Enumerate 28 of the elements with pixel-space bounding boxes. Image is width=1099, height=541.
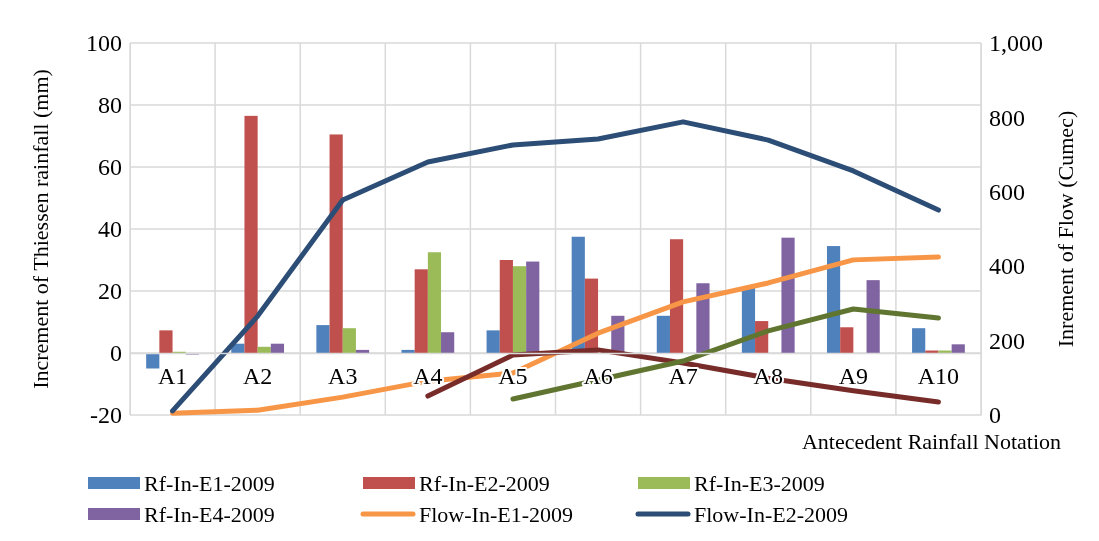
y-tick-label: 0 xyxy=(110,340,122,367)
x-tick-label: A1 xyxy=(157,363,188,390)
y-tick-label: 60 xyxy=(98,154,122,181)
y-tick-label: 80 xyxy=(98,92,122,119)
x-tick-label: A9 xyxy=(838,363,869,390)
legend-label: Flow-In-E2-2009 xyxy=(694,502,848,527)
x-tick-label: A3 xyxy=(328,363,358,390)
legend-label: Flow-In-E1-2009 xyxy=(419,502,573,527)
y2-axis-title: Inrement of Flow (Cumec) xyxy=(1053,110,1078,348)
legend-label: Rf-In-E4-2009 xyxy=(144,502,275,527)
y2-tick-label: 200 xyxy=(989,327,1025,354)
y-tick-label: 20 xyxy=(98,278,122,305)
y2-tick-label: 0 xyxy=(989,402,1001,429)
legend-label: Rf-In-E1-2009 xyxy=(144,471,275,496)
x-tick-label: A2 xyxy=(242,363,273,390)
y2-tick-label: 800 xyxy=(989,104,1025,131)
y2-tick-label: 1,000 xyxy=(989,30,1043,57)
y-tick-label: -20 xyxy=(90,402,122,429)
x-axis-title: Antecedent Rainfall Notation xyxy=(801,429,1061,454)
legend-label: Rf-In-E2-2009 xyxy=(419,471,550,496)
y-tick-label: 100 xyxy=(86,30,122,57)
y2-tick-label: 600 xyxy=(989,178,1025,205)
x-tick-label: A7 xyxy=(668,363,698,390)
legend-label: Rf-In-E3-2009 xyxy=(694,471,825,496)
x-tick-label: A10 xyxy=(917,363,960,390)
y2-tick-label: 400 xyxy=(989,253,1025,280)
y-tick-label: 40 xyxy=(98,216,122,243)
y-axis-title: Increment of Thiessen rainfall (mm) xyxy=(28,69,53,389)
